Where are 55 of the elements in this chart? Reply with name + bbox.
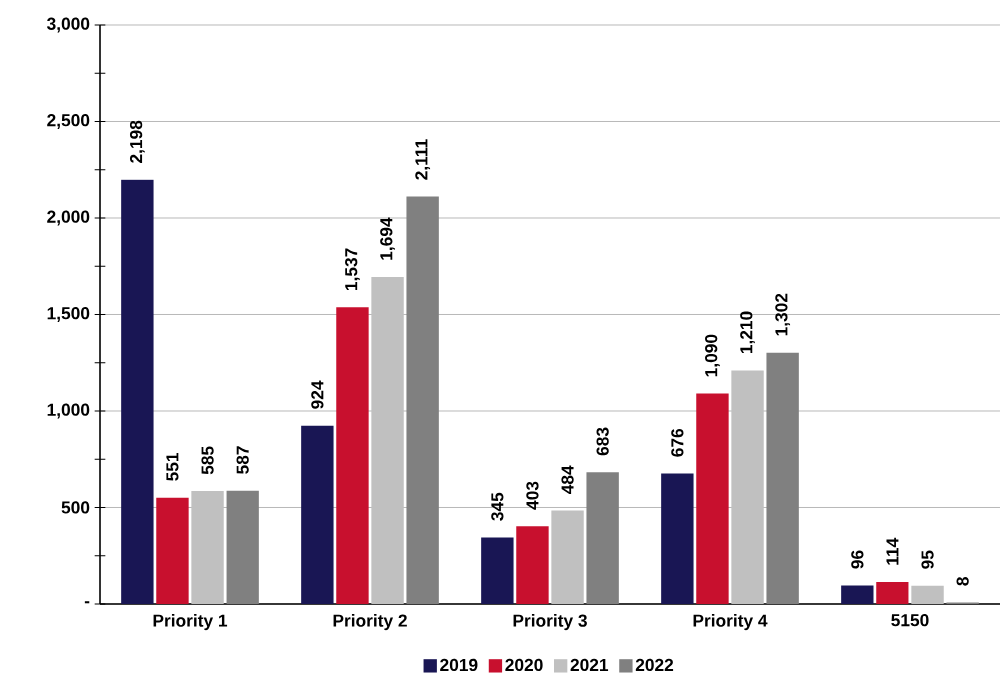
data-label: 1,302 <box>775 293 791 336</box>
data-label: 585 <box>201 446 214 475</box>
bar <box>406 196 439 604</box>
bar <box>121 179 154 604</box>
bar <box>191 491 224 604</box>
x-tick-label: 5150 <box>891 614 929 627</box>
data-label: 924 <box>311 380 324 409</box>
bar <box>301 425 334 604</box>
data-label: 484 <box>561 465 574 495</box>
y-tick-label: - <box>84 601 90 604</box>
data-label: 114 <box>886 537 899 565</box>
data-label: 8 <box>956 577 969 586</box>
bar <box>731 370 764 604</box>
data-label: 95 <box>921 550 934 569</box>
x-tick-label: Priority 3 <box>513 614 587 631</box>
data-label: 1,694 <box>380 217 395 260</box>
data-label: 683 <box>596 427 609 456</box>
legend-label: 2022 <box>635 658 674 672</box>
bar <box>551 510 584 604</box>
legend-label: 2019 <box>440 658 478 672</box>
x-tick-label: Priority 1 <box>153 614 228 631</box>
bar <box>371 277 404 604</box>
bar <box>841 585 874 604</box>
bar <box>336 307 369 604</box>
bar <box>156 497 189 604</box>
bar <box>911 585 944 604</box>
bar <box>481 537 514 604</box>
data-label: 1,537 <box>345 248 360 290</box>
y-tick-label: 2,500 <box>47 114 90 129</box>
data-label: 676 <box>671 428 684 457</box>
data-label: 2,111 <box>415 139 431 180</box>
y-tick-label: 1,000 <box>47 403 90 419</box>
y-tick-label: 3,000 <box>46 17 90 33</box>
y-tick-label: 1,500 <box>47 307 90 322</box>
x-tick-label: Priority 2 <box>333 614 407 631</box>
y-tick-label: 2,000 <box>47 210 90 226</box>
data-label: 587 <box>236 446 249 474</box>
data-label: 403 <box>526 481 539 510</box>
data-label: 551 <box>166 452 179 481</box>
bar <box>226 490 259 604</box>
legend-label: 2020 <box>505 658 543 672</box>
bar <box>876 581 909 604</box>
bar <box>696 393 729 604</box>
bar <box>516 526 549 604</box>
bar <box>586 472 619 604</box>
x-tick-label: Priority 4 <box>693 614 768 631</box>
data-label: 1,210 <box>740 311 755 354</box>
data-label: 2,198 <box>129 120 145 163</box>
y-tick-label: 500 <box>61 501 90 514</box>
legend-label: 2021 <box>570 658 609 672</box>
data-label: 96 <box>851 550 864 569</box>
data-label: 345 <box>491 492 504 521</box>
bar <box>766 352 799 604</box>
bar <box>661 473 694 604</box>
data-label: 1,090 <box>705 334 720 377</box>
